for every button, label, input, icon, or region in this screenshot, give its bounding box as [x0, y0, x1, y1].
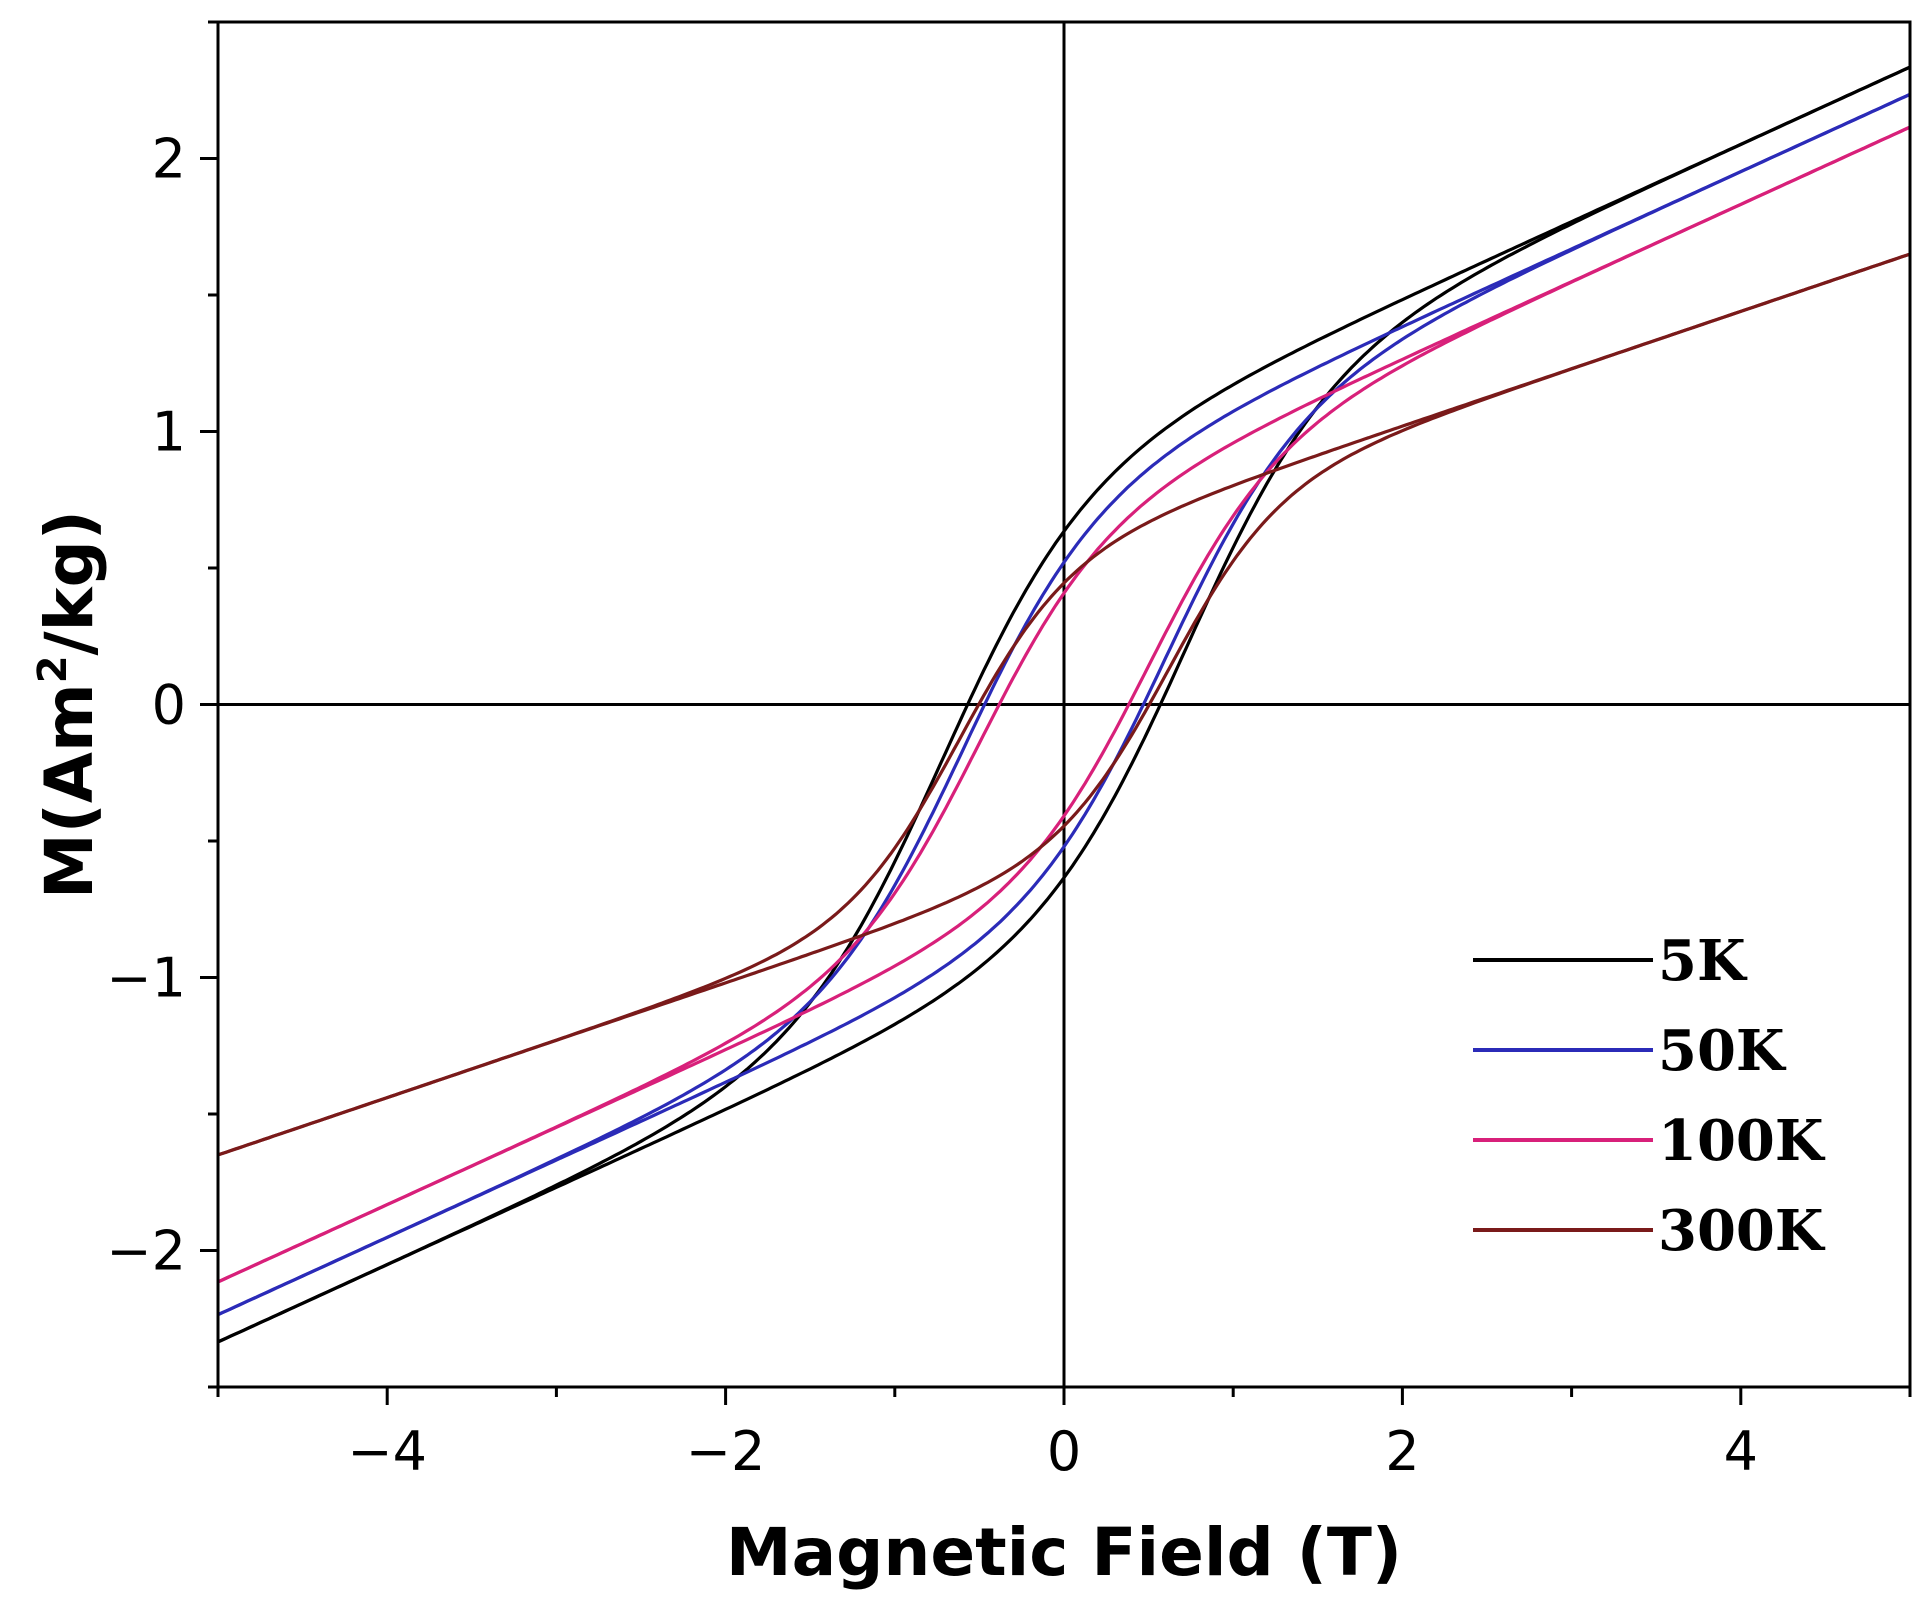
series-5k-ascending-branch [217, 65, 1911, 1344]
legend: 5K 50K 100K 300K [1473, 928, 1826, 1264]
x-axis-ticks: −4 −2 0 2 4 [216, 1387, 1912, 1483]
x-axis-title: Magnetic Field (T) [726, 1514, 1402, 1591]
x-tick-label: 2 [1385, 1420, 1419, 1483]
legend-label-300k: 300K [1658, 1198, 1826, 1264]
y-tick-label: −1 [106, 947, 186, 1010]
series-50k-ascending-branch [217, 92, 1911, 1317]
series-layer [217, 65, 1911, 1344]
y-tick-label: 0 [152, 674, 186, 737]
series-300k-ascending-branch [217, 252, 1911, 1157]
x-tick-label: 0 [1047, 1420, 1081, 1483]
legend-label-5k: 5K [1658, 928, 1748, 994]
y-tick-label: 1 [152, 401, 186, 464]
y-axis-title-main: M(Am [31, 683, 108, 899]
y-axis-title: M(Am2/kg) [30, 510, 108, 899]
legend-label-100k: 100K [1658, 1108, 1826, 1174]
y-axis-title-unit: /kg) [31, 510, 108, 655]
y-axis-ticks: −2 −1 0 1 2 [106, 20, 218, 1389]
x-tick-label: 4 [1724, 1420, 1758, 1483]
series-100k-ascending-branch [217, 125, 1911, 1284]
x-tick-label: −4 [347, 1420, 427, 1483]
y-axis-title-superscript: 2 [30, 655, 76, 683]
zero-lines [218, 22, 1910, 1387]
y-tick-label: −2 [106, 1220, 186, 1283]
x-tick-label: −2 [686, 1420, 766, 1483]
y-tick-label: 2 [152, 128, 186, 191]
legend-label-50k: 50K [1658, 1018, 1787, 1084]
